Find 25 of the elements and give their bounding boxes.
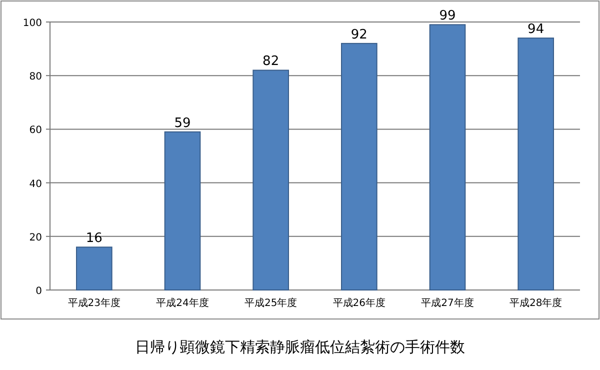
- y-tick-label: 100: [22, 18, 42, 29]
- x-tick-label: 平成23年度: [68, 297, 121, 309]
- bar: [252, 70, 289, 290]
- data-label: 59: [174, 116, 191, 131]
- y-tick-label: 80: [29, 72, 42, 83]
- data-label: 94: [528, 22, 544, 38]
- x-tick-label: 平成25年度: [244, 297, 298, 309]
- x-tick-label: 平成28年度: [509, 297, 562, 309]
- x-tick-label: 平成26年度: [332, 297, 386, 309]
- x-tick-label: 平成27年度: [421, 297, 474, 309]
- data-label: 92: [350, 27, 368, 42]
- y-tick-label: 0: [36, 286, 42, 297]
- bar: [518, 38, 554, 290]
- data-label: 16: [86, 231, 102, 246]
- y-tick-label: 40: [29, 178, 42, 190]
- x-tick-label: 平成24年度: [156, 297, 209, 309]
- bar: [164, 131, 201, 290]
- bar: [76, 246, 112, 290]
- data-label: 99: [439, 8, 456, 24]
- bar: [341, 42, 378, 290]
- y-tick-label: 20: [29, 232, 42, 244]
- y-tick-label: 60: [29, 125, 42, 136]
- text: 日帰り顕微鏡下精索静脈瘤低位結紮術の手術件数: [135, 338, 465, 356]
- data-label: 82: [262, 54, 280, 70]
- bar: [429, 24, 466, 290]
